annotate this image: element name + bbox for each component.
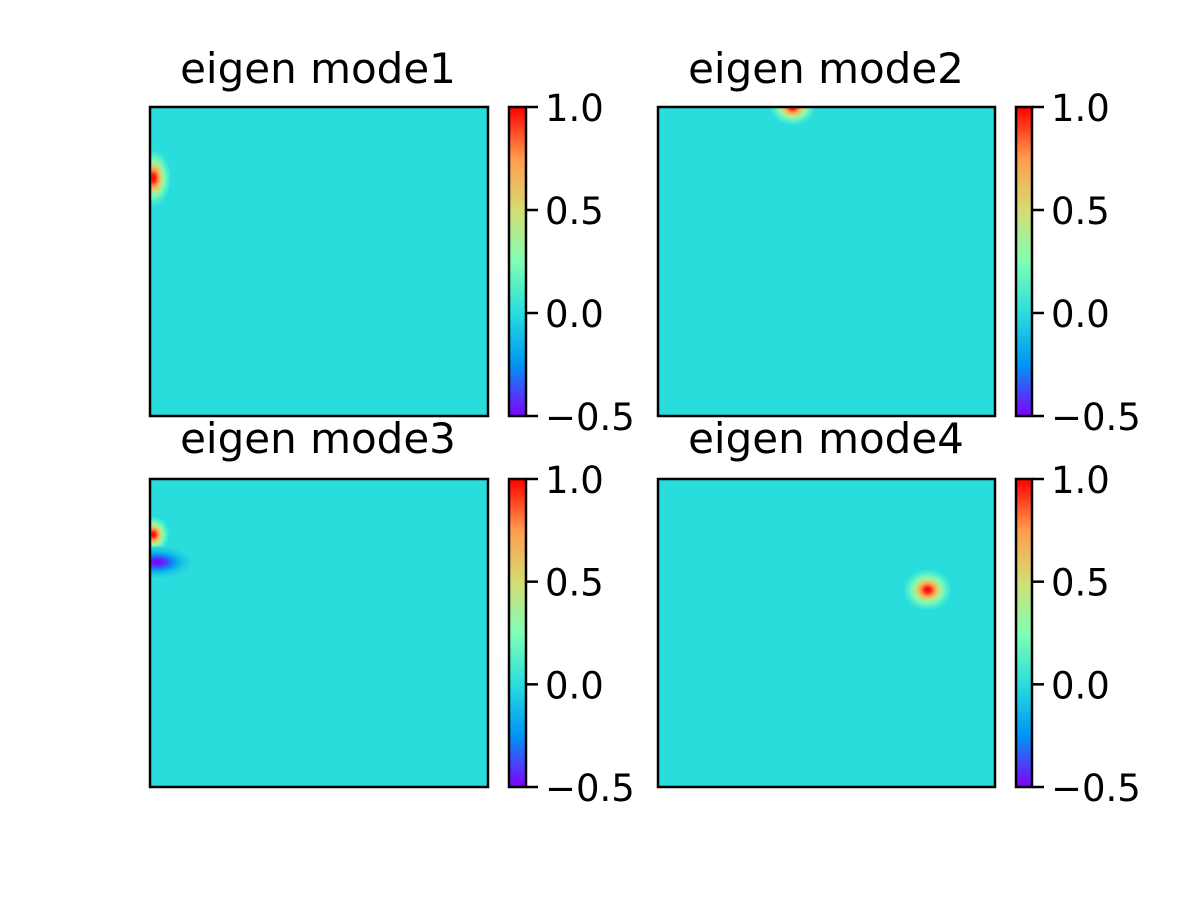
panel-title: eigen mode4 — [688, 414, 964, 463]
heatmap-background — [658, 479, 995, 787]
axes-frame — [656, 105, 997, 418]
axes-frame — [148, 105, 490, 418]
colorbar-tick-label: 0.0 — [545, 664, 604, 707]
colorbar — [507, 105, 528, 418]
heatmap-panel-2: eigen mode2 1.0 0.5 0.0 −0.5 — [656, 44, 1141, 439]
heatmap-feature — [150, 151, 171, 206]
panel-title: eigen mode2 — [688, 44, 964, 93]
colorbar-tick-label: −0.5 — [1051, 767, 1141, 810]
colorbar-tick-label: −0.5 — [545, 767, 635, 810]
colorbar-tick-label: −0.5 — [1051, 396, 1141, 439]
heatmap-feature — [771, 107, 815, 125]
colorbar-tick-label: 0.5 — [545, 190, 604, 233]
heatmap-feature — [150, 546, 192, 578]
panel-title: eigen mode1 — [180, 44, 456, 93]
colorbar-tick-label: −0.5 — [545, 396, 635, 439]
heatmap-background — [658, 107, 995, 416]
heatmap-panel-3: eigen mode3 1.0 0.5 0.0 −0.5 — [148, 414, 635, 810]
colorbar — [507, 477, 528, 789]
heatmap-panel-1: eigen mode1 1.0 0.5 0.0 −0.5 — [148, 44, 635, 439]
colorbar-tick-label: 0.5 — [1051, 190, 1110, 233]
heatmap-feature — [904, 570, 951, 610]
colorbar-tick-label: 1.0 — [545, 87, 604, 130]
colorbar-tick-label: 1.0 — [1051, 459, 1110, 502]
colorbar-tick-label: 0.0 — [1051, 293, 1110, 336]
axes-frame — [148, 477, 490, 789]
colorbar-tick-label: 0.0 — [1051, 664, 1110, 707]
heatmap-feature — [150, 516, 169, 553]
colorbar-tick-label: 1.0 — [1051, 87, 1110, 130]
heatmap-background — [150, 479, 488, 787]
heatmap-panel-4: eigen mode4 1.0 0.5 0.0 −0.5 — [656, 414, 1141, 810]
colorbar-tick-label: 0.5 — [1051, 562, 1110, 605]
colorbar-tick-label: 1.0 — [545, 459, 604, 502]
colorbar — [1014, 477, 1034, 789]
colorbar-tick-label: 0.0 — [545, 293, 604, 336]
heatmap-background — [150, 107, 488, 416]
colorbar-tick-label: 0.5 — [545, 562, 604, 605]
axes-frame — [656, 477, 997, 789]
panel-title: eigen mode3 — [180, 414, 456, 463]
colorbar — [1014, 105, 1034, 418]
